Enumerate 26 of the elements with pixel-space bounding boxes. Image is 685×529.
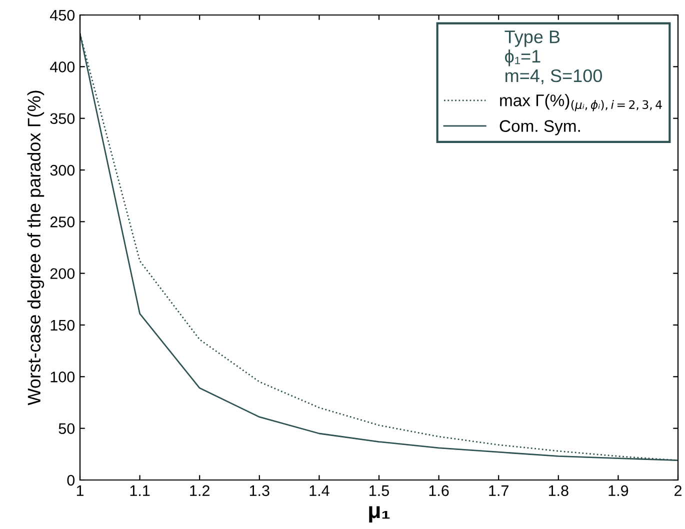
x-tick-label: 1.7: [489, 485, 508, 496]
y-tick-label: 200: [50, 268, 75, 280]
x-tick-label: 1.1: [130, 485, 150, 496]
x-tick-label: 1.2: [190, 485, 210, 496]
x-axis-title: μ₁: [369, 506, 390, 522]
x-tick-label: 1.3: [250, 485, 270, 496]
y-tick-label: 150: [50, 320, 75, 331]
x-tick-label: 1.6: [429, 485, 449, 496]
y-tick-label: 300: [50, 164, 75, 176]
x-tick-label: 1: [76, 485, 84, 496]
x-tick-label: 2: [674, 485, 682, 496]
legend-label: Com. Sym.: [500, 120, 580, 136]
y-tick-label: 350: [50, 113, 75, 124]
y-axis-title: Worst-case degree of the paradox Γ(%): [27, 90, 44, 406]
y-tick-label: 400: [50, 62, 75, 72]
x-tick-label: 1.4: [310, 485, 330, 496]
y-tick-label: 100: [50, 372, 75, 382]
x-tick-label: 1.5: [370, 485, 389, 496]
y-tick-label: 50: [58, 423, 75, 434]
y-tick-label: 450: [50, 10, 75, 21]
legend-title: Type B ϕ₁=1 m=4, S=100: [504, 30, 602, 84]
x-tick-label: 1.8: [548, 485, 568, 496]
y-tick-label: 0: [67, 474, 75, 486]
y-tick-label: 250: [50, 216, 75, 228]
legend-label: max Γ(%)$_{(μᵢ,ϕᵢ),i=2,3,4}$: [500, 94, 662, 112]
x-tick-label: 1.9: [608, 485, 628, 496]
